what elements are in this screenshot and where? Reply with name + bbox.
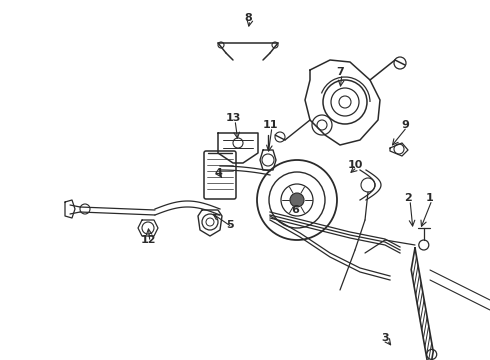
FancyBboxPatch shape <box>204 151 236 199</box>
Text: 5: 5 <box>226 220 234 230</box>
Text: 1: 1 <box>426 193 434 203</box>
Text: 8: 8 <box>244 13 252 23</box>
Text: 7: 7 <box>336 67 344 77</box>
Text: 12: 12 <box>140 235 156 245</box>
Text: 10: 10 <box>347 160 363 170</box>
Text: 6: 6 <box>291 205 299 215</box>
Text: 13: 13 <box>225 113 241 123</box>
Circle shape <box>290 193 304 207</box>
Text: 4: 4 <box>214 168 222 178</box>
Text: 9: 9 <box>401 120 409 130</box>
Text: 11: 11 <box>262 120 278 130</box>
Text: 3: 3 <box>381 333 389 343</box>
Text: 2: 2 <box>404 193 412 203</box>
